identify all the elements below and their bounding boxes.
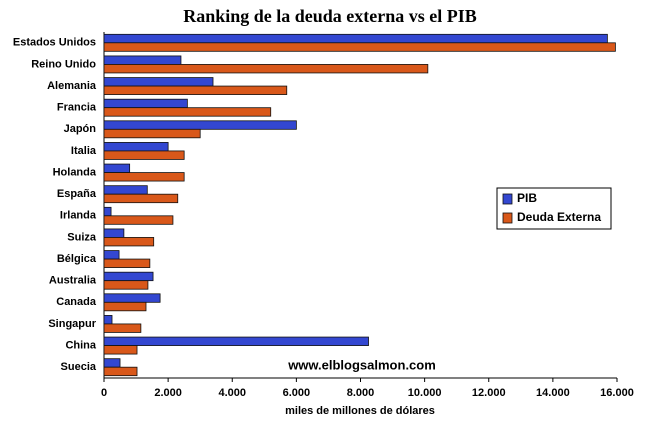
y-tick-label: Bélgica xyxy=(57,253,97,265)
x-tick-label: 2.000 xyxy=(154,387,182,399)
bar xyxy=(103,107,272,117)
y-tick-label: Suiza xyxy=(67,231,97,243)
x-tick-label: 10.000 xyxy=(408,387,442,399)
y-tick-label: Suecia xyxy=(61,361,97,373)
legend-swatch xyxy=(502,212,513,224)
bar xyxy=(103,323,142,333)
y-tick-label: Italia xyxy=(71,145,97,157)
bar xyxy=(103,301,147,312)
bar xyxy=(103,315,113,325)
bar xyxy=(103,163,131,173)
bar xyxy=(103,128,201,139)
watermark: www.elblogsalmon.com xyxy=(287,357,436,372)
bar xyxy=(103,64,429,74)
bar xyxy=(103,336,369,346)
bar xyxy=(103,85,288,95)
bar xyxy=(103,193,179,204)
bar xyxy=(103,42,616,52)
y-tick-label: Reino Unido xyxy=(31,58,96,70)
y-tick-label: Francia xyxy=(57,102,97,114)
bar xyxy=(103,293,161,303)
chart-title: Ranking de la deuda externa vs el PIB xyxy=(183,6,477,26)
x-tick-label: 4.000 xyxy=(218,387,246,399)
y-tick-label: Holanda xyxy=(53,166,97,178)
y-tick-label: Alemania xyxy=(47,80,97,92)
bar xyxy=(103,120,297,130)
bar xyxy=(103,150,185,160)
bar xyxy=(103,258,151,268)
bar xyxy=(103,172,185,182)
y-tick-label: China xyxy=(65,339,96,351)
bar xyxy=(103,237,155,247)
bar xyxy=(103,228,125,238)
bar xyxy=(103,77,214,87)
bar xyxy=(103,271,154,282)
bar xyxy=(103,185,148,195)
y-tick-label: Singapur xyxy=(48,318,96,330)
y-tick-label: Australia xyxy=(49,275,97,287)
x-tick-label: 0 xyxy=(101,387,107,399)
x-tick-label: 6.000 xyxy=(283,387,311,399)
bar xyxy=(103,345,138,355)
x-tick-label: 8.000 xyxy=(347,387,375,399)
bar xyxy=(103,142,169,152)
legend-swatch xyxy=(502,193,513,205)
y-tick-label: España xyxy=(57,188,97,200)
bar xyxy=(103,366,138,377)
bar xyxy=(103,33,608,44)
legend-label: PIB xyxy=(517,191,537,205)
bar xyxy=(103,55,182,65)
bar xyxy=(103,215,174,225)
bar xyxy=(103,206,112,217)
legend-label: Deuda Externa xyxy=(517,210,601,224)
x-tick-label: 12.000 xyxy=(472,387,506,399)
x-tick-label: 16.000 xyxy=(600,387,634,399)
y-tick-label: Canada xyxy=(56,296,97,308)
legend-box xyxy=(496,187,612,230)
x-tick-label: 14.000 xyxy=(536,387,570,399)
y-tick-label: Irlanda xyxy=(60,210,97,222)
bar xyxy=(103,98,188,109)
y-tick-label: Japón xyxy=(64,123,97,135)
bar xyxy=(103,280,149,290)
x-axis-label: miles de millones de dólares xyxy=(285,405,435,417)
bar xyxy=(103,250,120,260)
bar xyxy=(103,358,121,368)
y-tick-label: Estados Unidos xyxy=(13,37,96,49)
